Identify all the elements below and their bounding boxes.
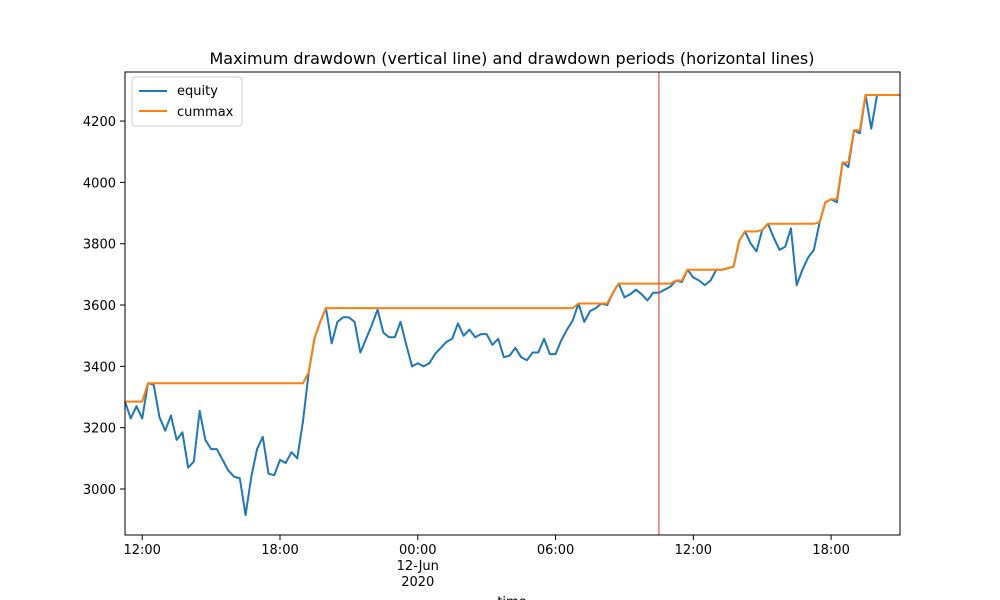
legend: equity cummax (131, 76, 243, 127)
series-line-cummax (125, 94, 900, 403)
x-tick-label: 18:00 (261, 543, 298, 558)
y-tick-label: 3600 (83, 299, 116, 314)
y-tick-label: 3400 (83, 360, 116, 375)
plot-frame (124, 71, 901, 536)
legend-box (131, 76, 243, 127)
plot-area (124, 71, 901, 536)
y-tick-label: 3000 (83, 483, 116, 498)
x-tick-label-date: 12-Jun (397, 559, 439, 574)
series-layer (124, 94, 900, 517)
x-axis-label: time (497, 595, 526, 600)
chart-title: Maximum drawdown (vertical line) and dra… (209, 49, 814, 68)
series-line-equity (124, 94, 879, 517)
y-axis: 3000 3200 3400 3600 3800 4000 4200 (83, 115, 125, 498)
y-tick-label: 4000 (83, 176, 116, 191)
x-tick-label-year: 2020 (401, 575, 434, 590)
y-tick-label: 3200 (83, 422, 116, 437)
x-tick-label: 12:00 (123, 543, 160, 558)
y-tick-label: 4200 (83, 115, 116, 130)
x-tick-label: 18:00 (812, 543, 849, 558)
legend-label-cummax: cummax (177, 105, 234, 120)
x-tick-label: 06:00 (537, 543, 574, 558)
legend-label-equity: equity (177, 84, 218, 99)
x-tick-label: 12:00 (675, 543, 712, 558)
x-tick-label: 00:00 (399, 543, 436, 558)
y-tick-label: 3800 (83, 238, 116, 253)
